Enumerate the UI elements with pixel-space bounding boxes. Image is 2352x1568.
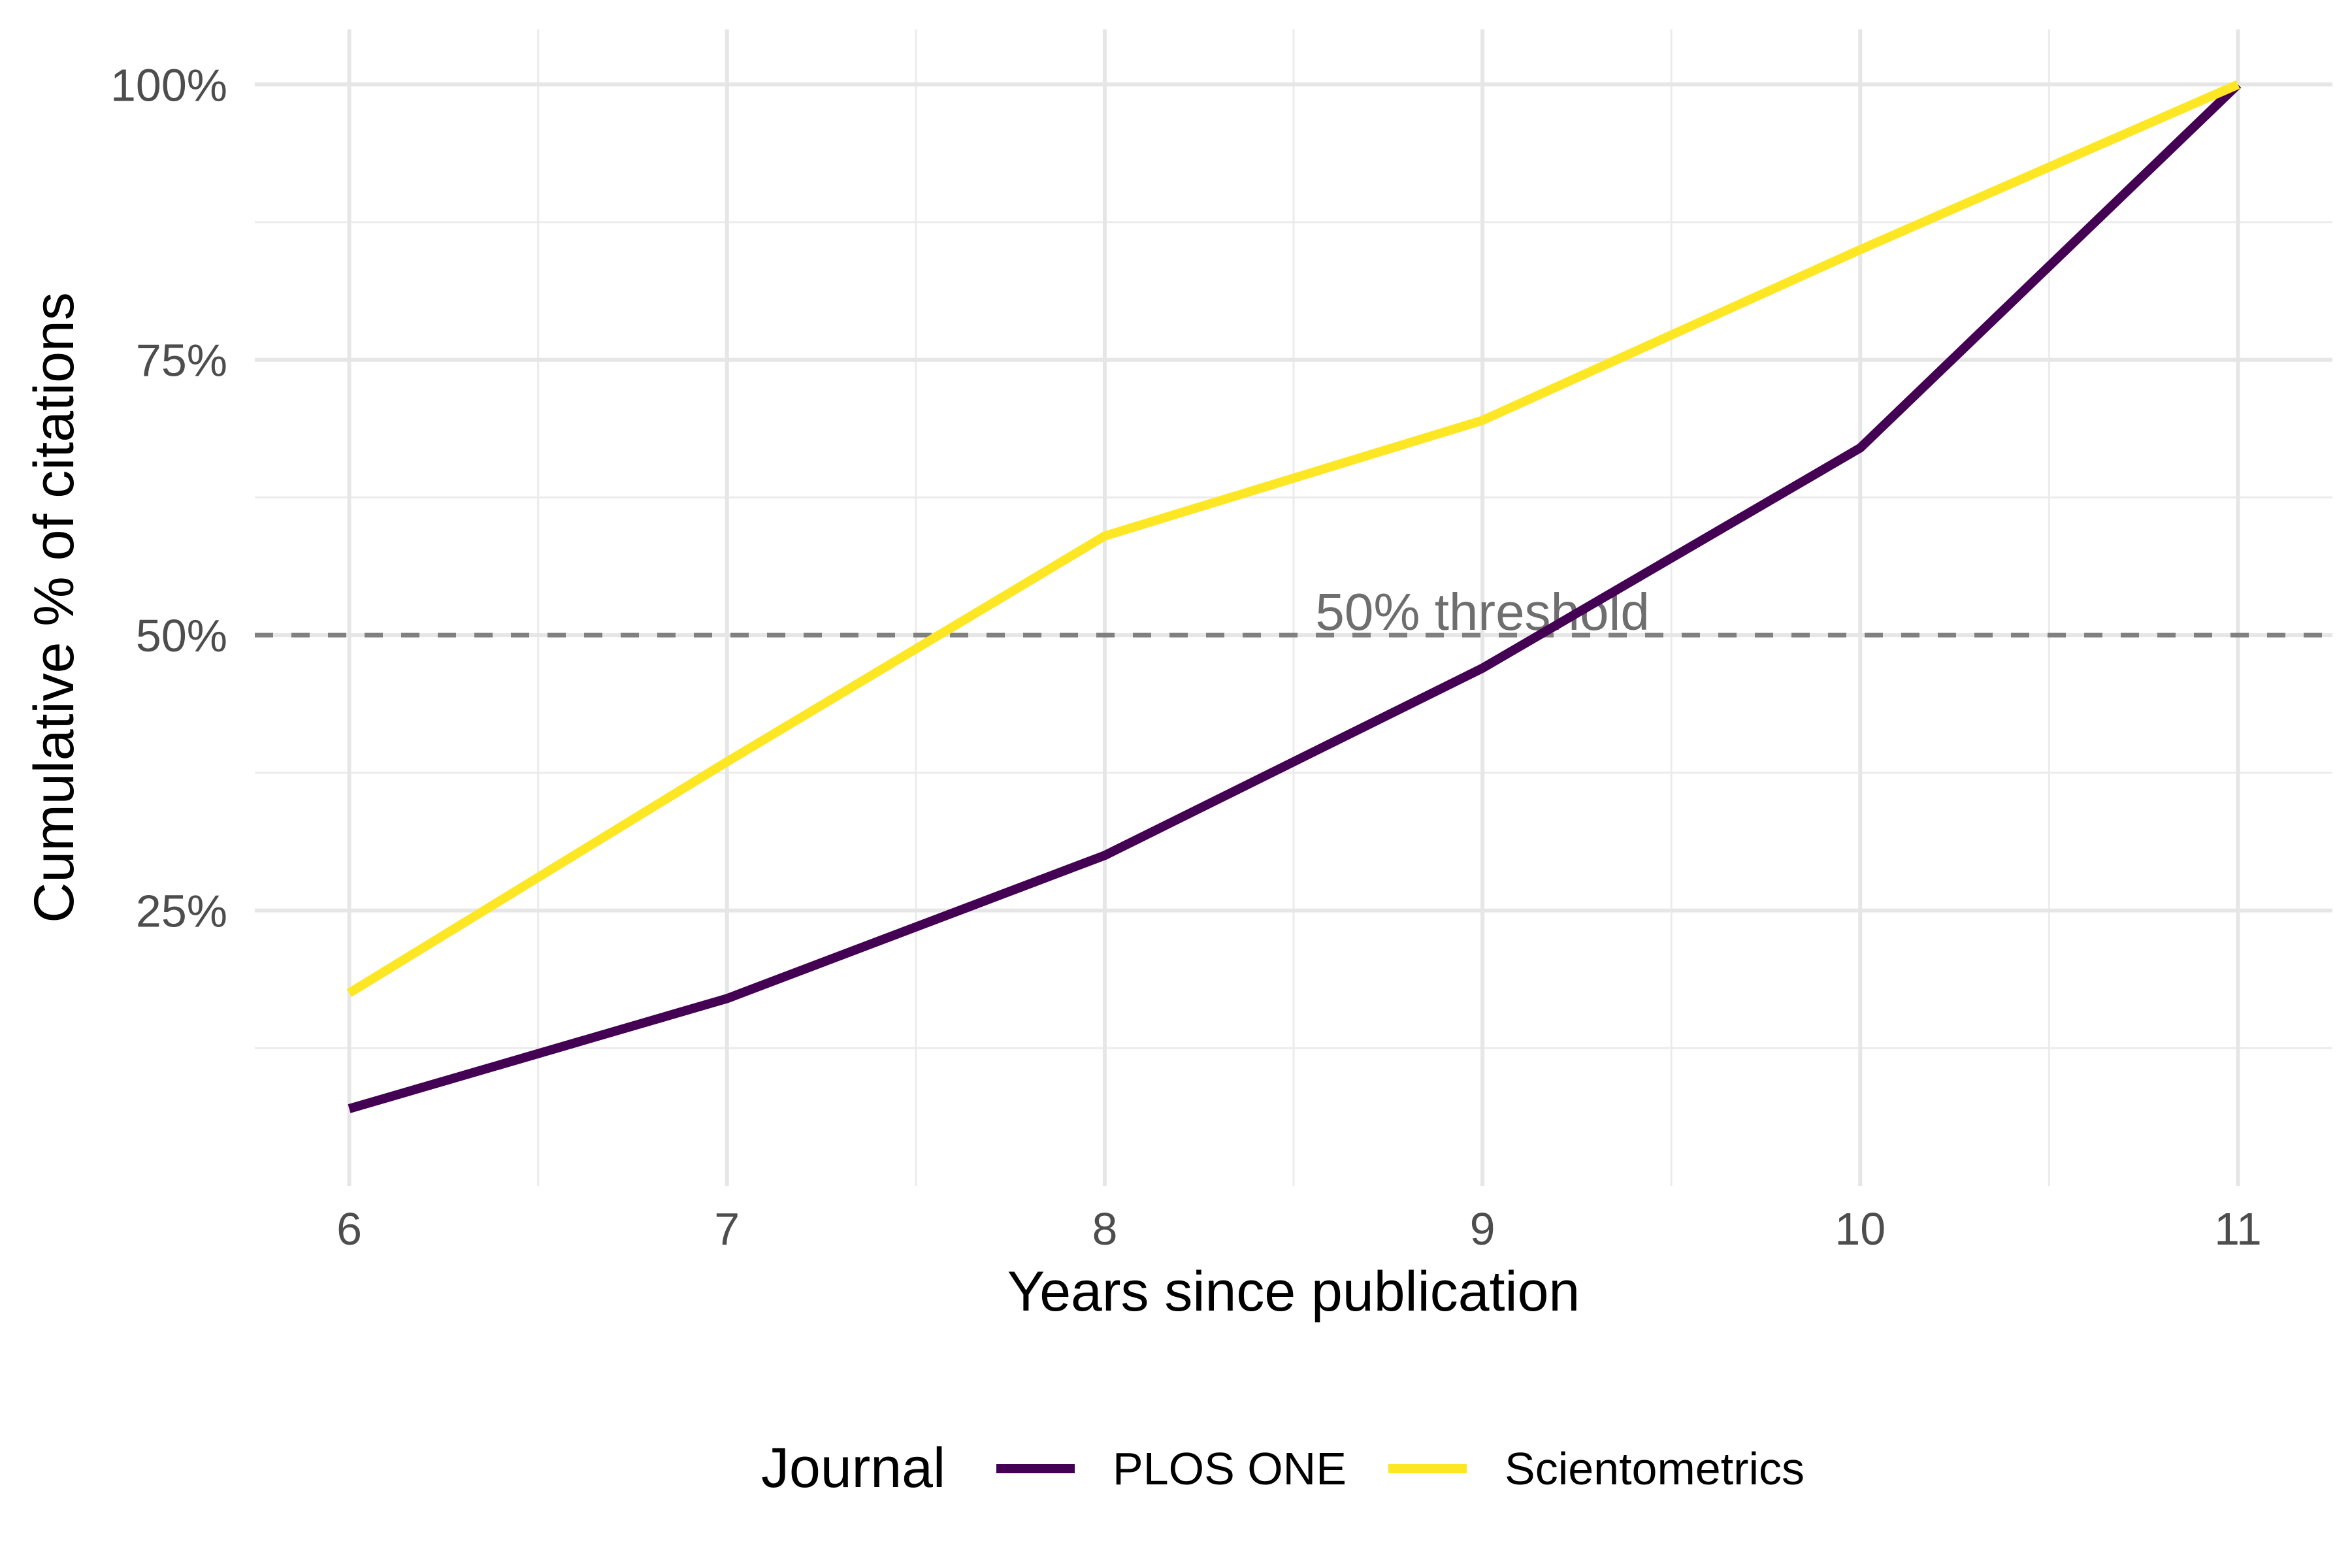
legend: Journal PLOS ONE Scientometrics: [761, 1437, 1805, 1499]
minor-gridlines: [255, 29, 2332, 1186]
reference-layer: 50% threshold: [255, 583, 2332, 641]
series-lines: [346, 80, 2242, 1113]
series-line-0: [348, 81, 2242, 1113]
legend-title: Journal: [761, 1437, 945, 1499]
x-tick-label-5: 11: [2214, 1203, 2262, 1254]
y-tick-label-3: 100%: [110, 59, 227, 110]
x-axis-tick-labels: 6 7 8 9 10 11: [336, 1203, 2262, 1254]
x-tick-label-1: 7: [714, 1203, 740, 1254]
x-tick-label-0: 6: [336, 1203, 362, 1254]
legend-label-1: Scientometrics: [1505, 1443, 1805, 1494]
y-tick-label-2: 75%: [136, 335, 227, 386]
threshold-label: 50% threshold: [1315, 583, 1649, 641]
x-tick-label-2: 8: [1092, 1203, 1117, 1254]
series-line-1: [346, 80, 2240, 997]
y-tick-label-0: 25%: [136, 886, 227, 937]
legend-items: PLOS ONE Scientometrics: [996, 1443, 1805, 1494]
y-tick-label-1: 50%: [136, 610, 227, 661]
x-axis-title: Years since publication: [1007, 1260, 1580, 1323]
x-tick-label-3: 9: [1470, 1203, 1495, 1254]
y-axis-title: Cumulative % of citations: [23, 292, 86, 923]
x-tick-label-4: 10: [1835, 1203, 1886, 1254]
y-axis-tick-labels: 25% 50% 75% 100%: [110, 59, 227, 936]
legend-label-0: PLOS ONE: [1113, 1443, 1347, 1494]
